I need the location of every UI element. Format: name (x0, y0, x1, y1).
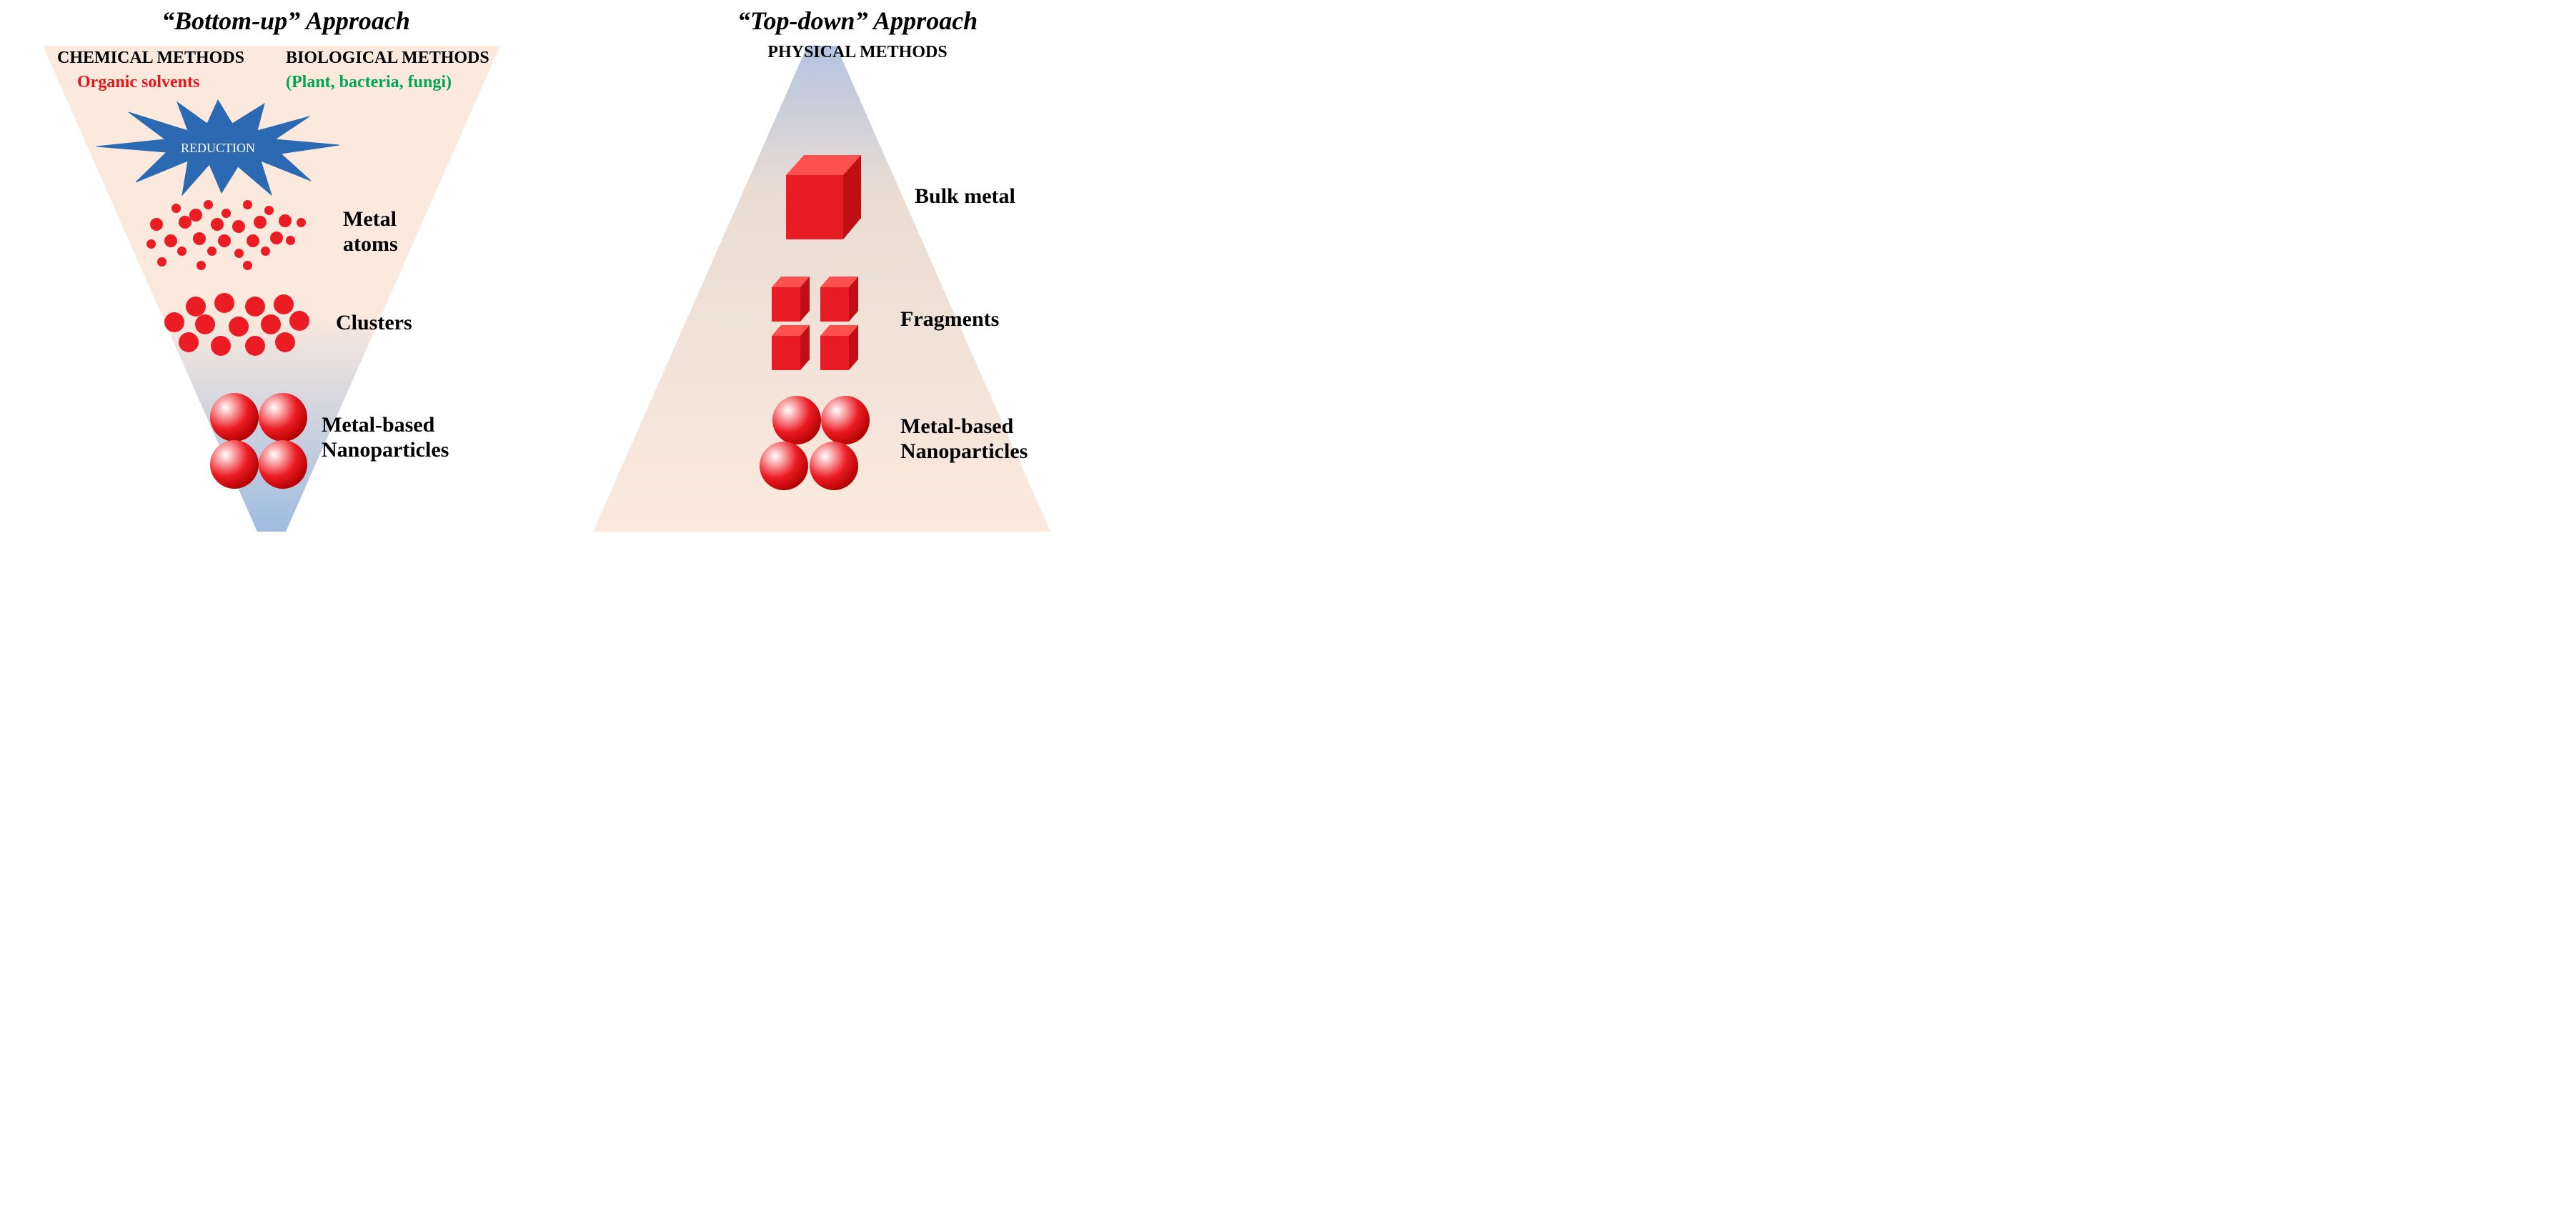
clusters-dots (161, 297, 332, 361)
nanoparticles-spheres-right (754, 394, 882, 494)
bottom-up-panel: “Bottom-up” Approach CHEMICAL METHODS BI… (0, 0, 572, 537)
organic-solvents-subheader: Organic solvents (77, 73, 199, 92)
nanoparticles-label-right: Metal-based Nanoparticles (900, 414, 1079, 464)
physical-methods-subtitle: PHYSICAL METHODS (572, 43, 1143, 62)
metal-atoms-label-text: Metal atoms (343, 207, 436, 257)
nanoparticles-label-left-text: Metal-based Nanoparticles (322, 413, 449, 462)
metal-atoms-dots (143, 200, 314, 279)
nanoparticles-spheres-left (199, 392, 313, 492)
chemical-methods-subtitle: CHEMICAL METHODS (57, 49, 244, 68)
nanoparticles-label-right-text: Metal-based Nanoparticles (900, 414, 1028, 463)
reduction-starburst-icon: REDUCTION (96, 96, 339, 196)
fragments-label: Fragments (900, 307, 999, 332)
top-down-panel: “Top-down” Approach PHYSICAL METHODS Bul… (572, 0, 1143, 537)
clusters-label: Clusters (336, 311, 412, 335)
plant-bacteria-fungi-subheader: (Plant, bacteria, fungi) (286, 73, 452, 92)
bulk-metal-cube-icon (765, 146, 879, 261)
metal-atoms-label: Metal atoms (343, 207, 436, 257)
biological-methods-subtitle: BIOLOGICAL METHODS (286, 49, 489, 68)
top-down-title: “Top-down” Approach (572, 6, 1143, 36)
reduction-text: REDUCTION (181, 141, 255, 155)
nanoparticles-label-left: Metal-based Nanoparticles (322, 413, 500, 462)
bottom-up-title: “Bottom-up” Approach (0, 6, 572, 36)
fragments-cubes-icon (757, 266, 886, 380)
bulk-metal-label: Bulk metal (915, 184, 1015, 209)
